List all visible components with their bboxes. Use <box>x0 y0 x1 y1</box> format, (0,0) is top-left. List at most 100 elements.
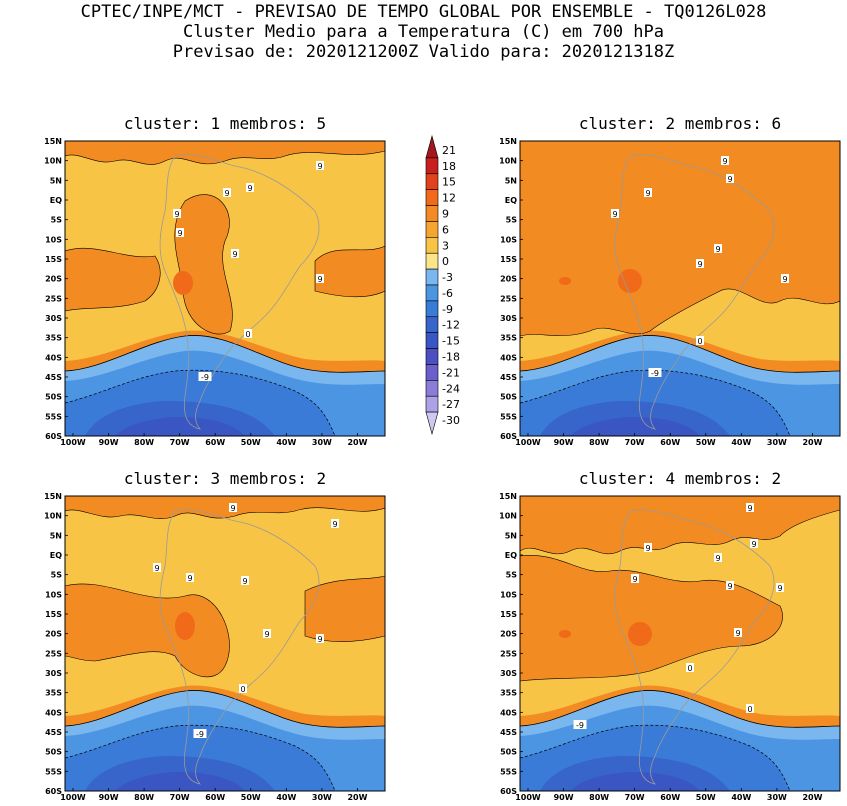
zero-contour <box>65 690 385 728</box>
x-tick-label: 40W <box>731 793 751 802</box>
band-minus15-to-minus12 <box>115 417 245 436</box>
y-tick-label: 45S <box>45 728 62 737</box>
contour-label-bg <box>746 503 754 512</box>
y-tick-label: 60S <box>500 432 517 441</box>
y-tick-label: 15S <box>45 255 62 264</box>
contour-label-bg <box>696 336 704 345</box>
x-tick-label: 30W <box>767 793 787 802</box>
x-tick-label: 100W <box>515 438 541 447</box>
x-tick-label: 60W <box>660 438 680 447</box>
y-tick-label: 5N <box>50 531 62 540</box>
y-tick-label: 20S <box>500 630 517 639</box>
band-minus15-to-minus12 <box>570 772 700 791</box>
colorbar-svg: 21 18 15 12 9 6 3 0 -3 -6 -9 -12 -15 -18 -21 -24 -27 -30 <box>425 134 460 436</box>
colorbar-legend: 21 18 15 12 9 6 3 0 -3 -6 -9 -12 -15 -18 -21 -24 -27 -30 <box>420 130 470 445</box>
contour-label: 9 <box>317 162 322 171</box>
contour-label-bg <box>746 704 754 713</box>
y-tick-label: 25S <box>45 649 62 658</box>
y-tick-label: 50S <box>500 393 517 402</box>
y-tick-label: 5S <box>506 216 518 225</box>
y-tick-label: 15N <box>499 492 517 501</box>
colorbar-label: -9 <box>442 303 453 316</box>
contour-label: -9 <box>576 721 584 730</box>
x-tick-label: 50W <box>696 793 716 802</box>
y-tick-label: EQ <box>50 196 62 205</box>
contour-label-bg <box>686 663 694 672</box>
contour-label-bg <box>229 503 237 512</box>
x-tick-label: 70W <box>625 793 645 802</box>
y-tick-label: 50S <box>500 748 517 757</box>
y-tick-label: 55S <box>45 767 62 776</box>
band-minus15-to-minus12 <box>570 417 700 436</box>
contour-label: 0 <box>697 337 702 346</box>
map-svg-3: 15N 10N 5N EQ 5S 10S 15S 20S 25S 30S 35S 40S 45S 50S 5… <box>44 492 386 802</box>
x-tick-label: 90W <box>99 438 119 447</box>
contour-label: 9 <box>230 504 235 513</box>
y-tick-label: EQ <box>505 196 517 205</box>
y-tick-label: 15S <box>500 610 517 619</box>
contour-label: 9 <box>247 184 252 193</box>
colorbar-label: -15 <box>442 335 460 348</box>
warm-region-0 <box>65 496 385 519</box>
colorbar-label: 15 <box>442 176 456 189</box>
x-tick-label: 20W <box>802 793 822 802</box>
y-tick-label: 55S <box>45 412 62 421</box>
map-panel-1: 15N 10N 5N EQ 5S 10S 15S 20S 25S 30S 35S 40S 45S 50S 5… <box>30 136 390 451</box>
contour-label-bg <box>644 188 652 197</box>
colorbar-label: 18 <box>442 160 456 173</box>
x-tick-label: 100W <box>60 438 86 447</box>
y-tick-label: 10N <box>499 157 517 166</box>
colorbar-swatch <box>425 332 439 349</box>
map-svg-2: 15N 10N 5N EQ 5S 10S 15S 20S 25S 30S 35S 40S 45S 50S 5… <box>499 137 841 447</box>
hot-spot-0 <box>618 269 642 293</box>
warm-region-0 <box>520 141 840 337</box>
y-tick-label: 60S <box>45 787 62 796</box>
south-america-outline <box>159 154 320 430</box>
contour-label-bg <box>263 629 271 638</box>
colorbar-swatch <box>425 364 439 381</box>
y-tick-label: 15S <box>500 255 517 264</box>
contour-label: 9 <box>727 582 732 591</box>
warm-region-0 <box>520 496 840 555</box>
contour-label-bg <box>246 183 254 192</box>
x-tick-label: 100W <box>515 793 541 802</box>
y-tick-label: 10N <box>44 512 62 521</box>
contour-label: -9 <box>651 369 659 378</box>
contour-label: 9 <box>242 577 247 586</box>
warm-region-2 <box>65 247 161 312</box>
contour-label-bg <box>644 543 652 552</box>
x-tick-label: 60W <box>660 793 680 802</box>
contour-label: 9 <box>264 630 269 639</box>
contour-label-bg <box>186 573 194 582</box>
y-tick-label: 5N <box>505 176 517 185</box>
x-tick-label: 50W <box>696 438 716 447</box>
y-tick-label: 40S <box>45 353 62 362</box>
contour-label-bg <box>223 188 231 197</box>
colorbar-label: 21 <box>442 144 456 157</box>
panel-title-2: cluster: 2 membros: 6 <box>578 114 782 133</box>
y-tick-label: 50S <box>45 748 62 757</box>
colorbar-swatch <box>425 300 439 318</box>
y-tick-label: 35S <box>500 689 517 698</box>
contour-label: 9 <box>174 210 179 219</box>
contour-label: 9 <box>747 504 752 513</box>
contour-label-bg <box>696 259 704 268</box>
warm-region-1 <box>65 583 230 678</box>
map-panel-4: 15N 10N 5N EQ 5S 10S 15S 20S 25S 30S 35S 40S 45S 50S 5… <box>485 491 845 806</box>
colorbar-swatch <box>425 189 439 206</box>
south-america-outline <box>614 154 775 430</box>
y-tick-label: 5N <box>50 176 62 185</box>
contour-label-bg <box>726 581 734 590</box>
x-tick-label: 80W <box>589 438 609 447</box>
colorbar-label: -3 <box>442 271 453 284</box>
contour-label: 9 <box>232 250 237 259</box>
x-tick-label: 90W <box>554 793 574 802</box>
y-tick-label: 15N <box>44 137 62 146</box>
contour-label-bg <box>776 583 784 592</box>
x-tick-label: 100W <box>60 793 86 802</box>
south-america-outline <box>614 509 775 785</box>
header-line-3: Previsao de: 2020121200Z Valido para: 20… <box>172 42 675 62</box>
contour-label-bg <box>198 372 212 381</box>
contour-label: 9 <box>645 189 650 198</box>
colorbar-label: 0 <box>442 255 449 268</box>
